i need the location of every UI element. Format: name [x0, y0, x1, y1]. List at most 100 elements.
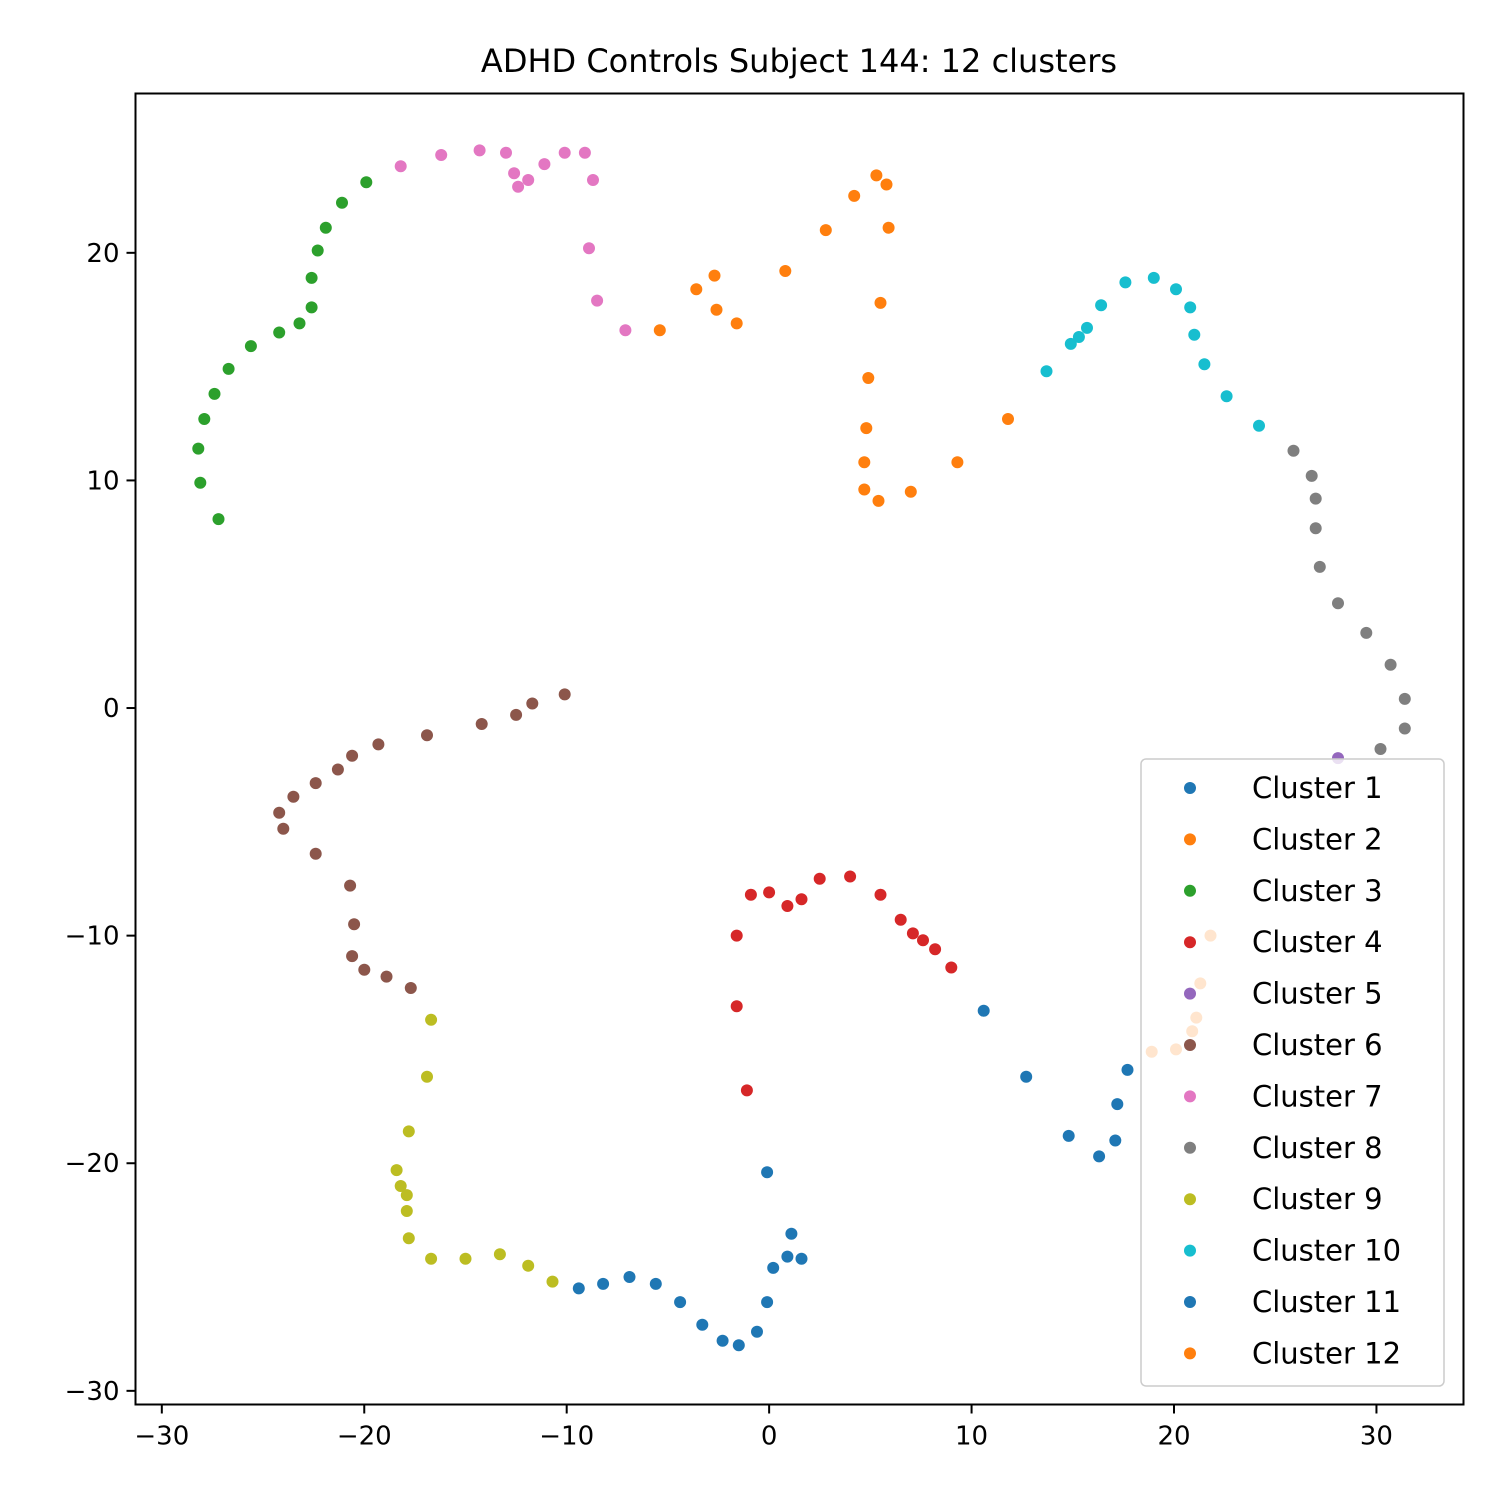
data-point-cluster-10 — [1040, 365, 1053, 378]
data-point-cluster-2 — [779, 265, 792, 277]
data-point-cluster-2 — [710, 303, 723, 316]
legend-label: Cluster 6 — [1252, 1028, 1383, 1062]
data-point-cluster-8 — [1332, 597, 1344, 610]
legend-marker — [1184, 833, 1196, 846]
data-point-cluster-1 — [1109, 1134, 1122, 1147]
data-point-cluster-6 — [526, 697, 539, 710]
data-point-cluster-2 — [862, 372, 875, 384]
legend-marker — [1184, 782, 1196, 794]
data-point-cluster-10 — [1147, 271, 1160, 284]
legend-marker — [1184, 1090, 1196, 1103]
data-point-cluster-2 — [870, 169, 883, 182]
data-point-cluster-11 — [795, 1252, 808, 1265]
legend-marker — [1184, 987, 1196, 1000]
y-tick-label: −30 — [65, 1377, 120, 1407]
y-tick-label: 10 — [86, 466, 119, 496]
data-point-cluster-6 — [372, 738, 385, 751]
plot-frame — [134, 92, 1465, 1406]
legend-marker — [1184, 1296, 1196, 1308]
data-point-cluster-6 — [331, 763, 344, 776]
data-point-cluster-3 — [212, 513, 225, 526]
chart-title: ADHD Controls Subject 144: 12 clusters — [481, 42, 1117, 80]
data-point-cluster-9 — [493, 1248, 506, 1261]
data-point-cluster-3 — [273, 326, 286, 339]
data-point-cluster-2 — [858, 483, 871, 496]
legend-label: Cluster 2 — [1252, 822, 1383, 856]
data-point-cluster-11 — [767, 1261, 780, 1274]
data-point-cluster-9 — [421, 1070, 433, 1083]
data-point-cluster-11 — [781, 1250, 794, 1263]
data-point-cluster-8 — [1313, 560, 1326, 573]
data-point-cluster-6 — [358, 963, 371, 976]
legend-marker — [1184, 1347, 1196, 1360]
data-point-cluster-9 — [402, 1125, 415, 1138]
data-point-cluster-9 — [402, 1232, 415, 1245]
data-point-cluster-8 — [1309, 522, 1322, 535]
y-tick-label: 20 — [86, 239, 119, 269]
data-point-cluster-2 — [819, 224, 832, 237]
data-points — [192, 144, 1411, 1352]
data-point-cluster-11 — [761, 1296, 774, 1309]
data-point-cluster-11 — [761, 1166, 774, 1179]
data-point-cluster-6 — [344, 879, 357, 892]
data-point-cluster-2 — [690, 283, 703, 296]
data-point-cluster-3 — [192, 442, 205, 455]
data-point-cluster-7 — [619, 324, 632, 337]
data-point-cluster-2 — [880, 178, 893, 191]
legend-label: Cluster 1 — [1252, 771, 1383, 805]
data-point-cluster-10 — [1184, 301, 1197, 314]
data-point-cluster-11 — [716, 1334, 729, 1347]
data-point-cluster-11 — [696, 1318, 709, 1331]
data-point-cluster-4 — [740, 1084, 753, 1097]
legend-marker — [1184, 936, 1196, 949]
data-point-cluster-11 — [623, 1271, 636, 1283]
data-point-cluster-6 — [309, 777, 322, 790]
legend-marker — [1184, 1039, 1196, 1051]
data-point-cluster-3 — [222, 362, 235, 375]
data-point-cluster-7 — [558, 146, 571, 159]
data-point-cluster-9 — [546, 1275, 559, 1288]
data-point-cluster-2 — [848, 189, 861, 202]
data-point-cluster-8 — [1305, 469, 1318, 482]
data-point-cluster-11 — [572, 1282, 585, 1295]
data-point-cluster-2 — [653, 324, 666, 337]
data-point-cluster-7 — [587, 174, 599, 186]
data-point-cluster-2 — [730, 317, 743, 330]
data-point-cluster-3 — [305, 301, 318, 314]
data-point-cluster-3 — [360, 176, 373, 189]
data-point-cluster-8 — [1360, 626, 1373, 639]
data-point-cluster-4 — [795, 893, 808, 906]
data-point-cluster-1 — [1062, 1129, 1075, 1142]
data-point-cluster-9 — [425, 1252, 438, 1265]
legend-box — [1140, 758, 1445, 1387]
data-point-cluster-7 — [500, 146, 512, 159]
data-point-cluster-11 — [751, 1325, 763, 1338]
data-point-cluster-6 — [510, 708, 523, 721]
x-tick-label: −30 — [134, 1422, 189, 1452]
data-point-cluster-8 — [1384, 658, 1397, 671]
legend-label: Cluster 12 — [1252, 1336, 1401, 1370]
data-point-cluster-4 — [945, 961, 958, 974]
data-point-cluster-10 — [1170, 283, 1182, 296]
data-point-cluster-7 — [591, 294, 604, 307]
data-point-cluster-11 — [785, 1227, 798, 1240]
data-point-cluster-6 — [348, 918, 361, 931]
data-point-cluster-11 — [597, 1277, 610, 1290]
data-point-cluster-1 — [977, 1004, 990, 1017]
data-point-cluster-11 — [674, 1296, 687, 1309]
legend-marker — [1184, 1193, 1196, 1206]
legend-marker — [1184, 884, 1196, 897]
data-point-cluster-10 — [1198, 358, 1211, 371]
data-point-cluster-11 — [649, 1277, 662, 1290]
data-point-cluster-2 — [882, 221, 895, 234]
data-point-cluster-4 — [929, 943, 942, 956]
data-point-cluster-8 — [1398, 692, 1411, 705]
data-point-cluster-3 — [198, 413, 211, 425]
data-point-cluster-3 — [311, 244, 324, 257]
data-point-cluster-10 — [1072, 331, 1085, 343]
data-point-cluster-2 — [858, 456, 871, 469]
data-point-cluster-1 — [1121, 1063, 1134, 1076]
data-point-cluster-1 — [1111, 1098, 1124, 1111]
data-point-cluster-10 — [1220, 390, 1233, 403]
data-point-cluster-10 — [1081, 321, 1093, 334]
